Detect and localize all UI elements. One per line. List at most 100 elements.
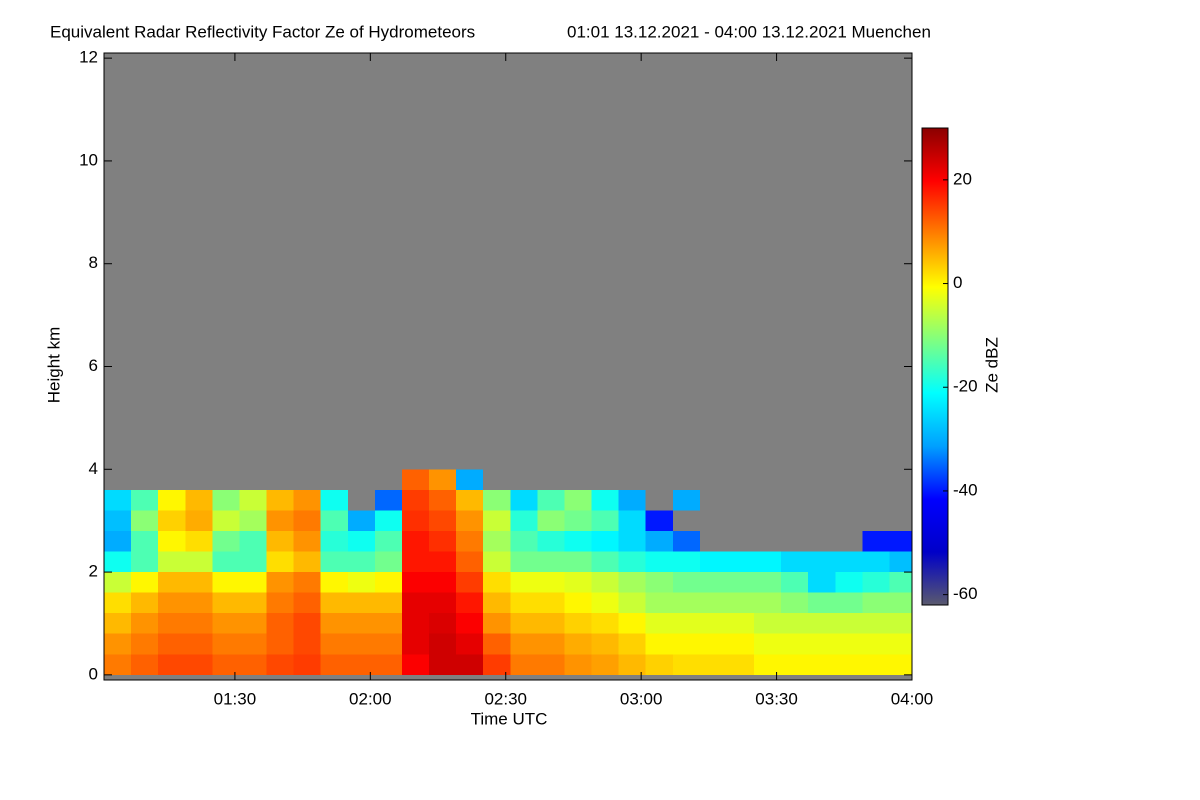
heatmap-cell <box>483 654 511 675</box>
heatmap-cell <box>726 633 755 655</box>
heatmap-cell <box>347 592 375 614</box>
heatmap-cell <box>781 613 809 634</box>
heatmap-cell <box>429 654 457 675</box>
heatmap-cell <box>212 633 240 655</box>
heatmap-cell <box>185 633 213 655</box>
heatmap-cell <box>293 530 321 552</box>
heatmap-cell <box>564 654 592 675</box>
heatmap-cell <box>645 510 673 531</box>
heatmap-cell <box>699 572 727 593</box>
heatmap-cell <box>293 654 321 675</box>
heatmap-cell <box>266 592 294 614</box>
heatmap-cell <box>158 530 186 552</box>
chart-subtitle: 01:01 13.12.2021 - 04:00 13.12.2021 Muen… <box>567 22 931 41</box>
heatmap-cell <box>185 572 213 593</box>
heatmap-cell <box>320 592 348 614</box>
heatmap-cell <box>591 633 619 655</box>
heatmap-cell <box>889 654 912 675</box>
heatmap-cell <box>591 530 619 552</box>
heatmap-cell <box>483 633 511 655</box>
heatmap-cell <box>185 613 213 634</box>
y-tick-label: 2 <box>89 562 98 581</box>
x-tick-label: 02:30 <box>484 689 527 708</box>
heatmap-cell <box>374 572 402 593</box>
heatmap-cell <box>618 592 646 614</box>
heatmap-cell <box>862 613 890 634</box>
heatmap-cell <box>510 510 538 531</box>
heatmap-cell <box>104 530 132 552</box>
heatmap-cell <box>456 469 484 490</box>
heatmap-cell <box>618 613 646 634</box>
heatmap-cell <box>510 654 538 675</box>
heatmap-cell <box>266 489 294 511</box>
heatmap-cell <box>429 469 457 490</box>
heatmap-cell <box>131 489 159 511</box>
heatmap-cell <box>591 551 619 573</box>
heatmap-cell <box>754 551 782 573</box>
heatmap-cell <box>510 551 538 573</box>
heatmap-cell <box>808 613 836 634</box>
heatmap-cell <box>754 613 782 634</box>
heatmap-cell <box>672 633 700 655</box>
x-axis-label: Time UTC <box>471 709 548 728</box>
heatmap-cell <box>564 592 592 614</box>
heatmap-cell <box>320 551 348 573</box>
heatmap-cell <box>835 572 863 593</box>
heatmap-cell <box>726 613 755 634</box>
heatmap-cell <box>618 551 646 573</box>
heatmap-cell <box>158 510 186 531</box>
heatmap-cell <box>374 592 402 614</box>
heatmap-cell <box>320 613 348 634</box>
colorbar-tick-label: 0 <box>953 273 962 292</box>
heatmap-cell <box>510 530 538 552</box>
heatmap-cell <box>889 530 912 552</box>
heatmap-cell <box>672 613 700 634</box>
heatmap-cell <box>239 613 267 634</box>
heatmap-cell <box>537 551 565 573</box>
heatmap-cell <box>212 592 240 614</box>
heatmap-cell <box>104 613 132 634</box>
heatmap-cell <box>374 613 402 634</box>
heatmap-cell <box>429 530 457 552</box>
heatmap-cell <box>104 654 132 675</box>
heatmap-cell <box>781 654 809 675</box>
heatmap-cell <box>347 633 375 655</box>
heatmap-cell <box>510 572 538 593</box>
heatmap-cell <box>483 551 511 573</box>
heatmap-cell <box>374 510 402 531</box>
heatmap-cell <box>456 592 484 614</box>
heatmap-cell <box>158 489 186 511</box>
heatmap-cell <box>564 613 592 634</box>
heatmap-cell <box>293 510 321 531</box>
heatmap-cell <box>483 613 511 634</box>
chart-title: Equivalent Radar Reflectivity Factor Ze … <box>50 22 475 41</box>
heatmap-cell <box>564 633 592 655</box>
heatmap-cell <box>862 592 890 614</box>
x-tick-label: 02:00 <box>349 689 392 708</box>
heatmap-cell <box>131 613 159 634</box>
heatmap-cell <box>429 592 457 614</box>
heatmap-cell <box>591 613 619 634</box>
heatmap-cell <box>158 654 186 675</box>
heatmap-cell <box>808 633 836 655</box>
heatmap-cell <box>862 654 890 675</box>
heatmap-cell <box>131 551 159 573</box>
heatmap-cell <box>212 551 240 573</box>
heatmap-cell <box>293 613 321 634</box>
heatmap-cell <box>510 592 538 614</box>
heatmap-cell <box>672 551 700 573</box>
heatmap-cell <box>564 530 592 552</box>
heatmap-cell <box>266 633 294 655</box>
heatmap-cell <box>699 592 727 614</box>
heatmap-cell <box>104 633 132 655</box>
heatmap-cell <box>726 592 755 614</box>
heatmap-cell <box>374 551 402 573</box>
heatmap-cell <box>266 572 294 593</box>
heatmap-cell <box>456 489 484 511</box>
colorbar-tick-label: 20 <box>953 169 972 188</box>
heatmap-cell <box>104 572 132 593</box>
heatmap-cell <box>429 551 457 573</box>
heatmap-cell <box>212 654 240 675</box>
x-tick-label: 04:00 <box>891 689 934 708</box>
heatmap-cell <box>374 489 402 511</box>
